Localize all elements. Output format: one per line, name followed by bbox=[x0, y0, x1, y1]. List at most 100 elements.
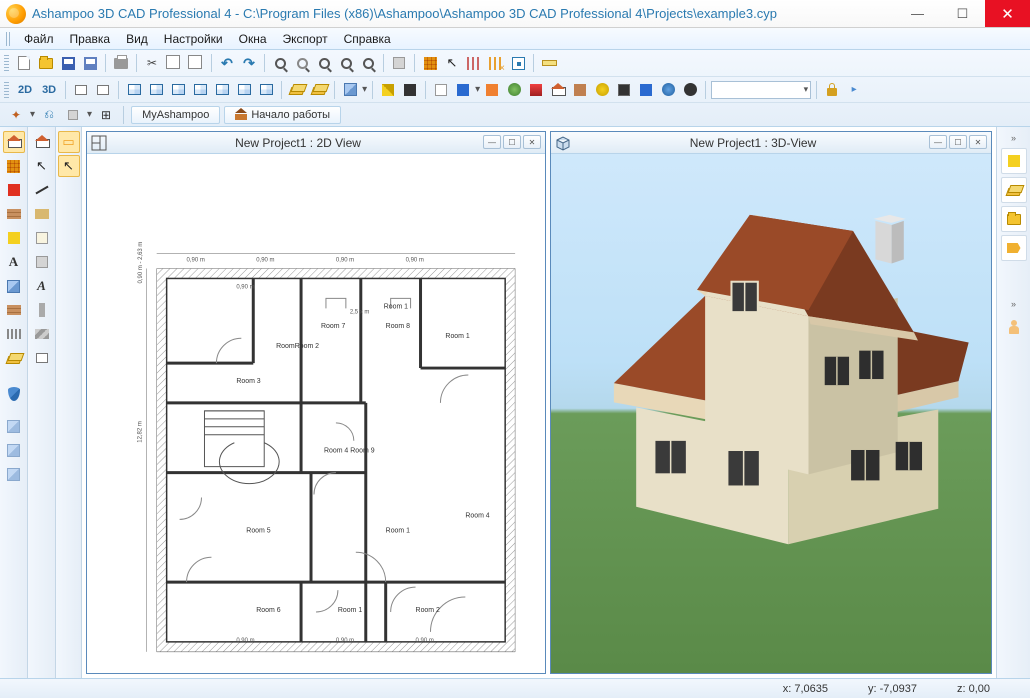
layers-button[interactable] bbox=[287, 80, 307, 100]
win3-button[interactable] bbox=[168, 80, 188, 100]
win4-button[interactable] bbox=[190, 80, 210, 100]
dropdown-icon[interactable]: ▾ bbox=[475, 84, 480, 95]
vt3-sel[interactable]: ▭ bbox=[58, 131, 80, 153]
col2-button[interactable] bbox=[453, 80, 473, 100]
maximize-button[interactable]: ☐ bbox=[940, 0, 985, 27]
rb-tag[interactable] bbox=[1001, 235, 1027, 261]
menu-file[interactable]: Файл bbox=[16, 30, 62, 48]
win2-button[interactable] bbox=[146, 80, 166, 100]
rb-components[interactable] bbox=[1001, 148, 1027, 174]
tool-d[interactable]: ⊞ bbox=[96, 105, 116, 125]
vtool-brick[interactable] bbox=[3, 299, 25, 321]
redo-button[interactable]: ↷ bbox=[239, 53, 259, 73]
panel-close-button[interactable]: ✕ bbox=[523, 135, 541, 149]
myashampoo-tab[interactable]: MyAshampoo bbox=[131, 106, 220, 124]
mode-3d-label[interactable]: 3D bbox=[38, 84, 60, 96]
vtool-fence[interactable] bbox=[3, 323, 25, 345]
undo-button[interactable]: ↶ bbox=[217, 53, 237, 73]
zoom-window-button[interactable] bbox=[314, 53, 334, 73]
vtool-house[interactable] bbox=[3, 131, 25, 153]
cursor-button[interactable]: ↖ bbox=[442, 53, 462, 73]
vtool-cube[interactable] bbox=[3, 275, 25, 297]
saveas-button[interactable] bbox=[80, 53, 100, 73]
zoom-fit-button[interactable] bbox=[336, 53, 356, 73]
panel-max-button[interactable]: ☐ bbox=[949, 135, 967, 149]
cube-button[interactable] bbox=[340, 80, 360, 100]
start-tab[interactable]: Начало работы bbox=[224, 106, 341, 124]
panel-min-button[interactable]: — bbox=[483, 135, 501, 149]
parallel2-button[interactable] bbox=[486, 53, 506, 73]
ruler-button[interactable] bbox=[539, 53, 559, 73]
panel-max-button[interactable]: ☐ bbox=[503, 135, 521, 149]
new-button[interactable] bbox=[14, 53, 34, 73]
win5-button[interactable] bbox=[212, 80, 232, 100]
vt2-stair[interactable] bbox=[31, 323, 53, 345]
col11-button[interactable] bbox=[658, 80, 678, 100]
mode-2d-label[interactable]: 2D bbox=[14, 84, 36, 96]
paste-button[interactable] bbox=[186, 53, 206, 73]
vtool-iso1[interactable] bbox=[3, 415, 25, 437]
vt2-line[interactable] bbox=[31, 179, 53, 201]
vt2-house[interactable] bbox=[31, 131, 53, 153]
vt2-door[interactable] bbox=[31, 251, 53, 273]
vtool-red[interactable] bbox=[3, 179, 25, 201]
panel-2d-titlebar[interactable]: New Project1 : 2D View — ☐ ✕ bbox=[87, 132, 545, 154]
tool-a[interactable]: ✦ bbox=[6, 105, 26, 125]
panel-3d-titlebar[interactable]: New Project1 : 3D-View — ☐ ✕ bbox=[551, 132, 991, 154]
vt2-col[interactable] bbox=[31, 299, 53, 321]
save-button[interactable] bbox=[58, 53, 78, 73]
col9-button[interactable] bbox=[614, 80, 634, 100]
col12-button[interactable] bbox=[680, 80, 700, 100]
print-button[interactable] bbox=[111, 53, 131, 73]
view2-button[interactable] bbox=[93, 80, 113, 100]
parallel-button[interactable] bbox=[464, 53, 484, 73]
pan-button[interactable] bbox=[389, 53, 409, 73]
layers2-button[interactable] bbox=[309, 80, 329, 100]
vt2-text[interactable]: A bbox=[31, 275, 53, 297]
expand-button[interactable]: ▸ bbox=[844, 80, 864, 100]
vtool-shield[interactable] bbox=[3, 383, 25, 405]
vtool-text[interactable]: A bbox=[3, 251, 25, 273]
cut-button[interactable]: ✂ bbox=[142, 53, 162, 73]
vtool-wall[interactable] bbox=[3, 203, 25, 225]
vtool-layer[interactable] bbox=[3, 347, 25, 369]
menu-help[interactable]: Справка bbox=[336, 30, 399, 48]
menu-export[interactable]: Экспорт bbox=[275, 30, 336, 48]
win1-button[interactable] bbox=[124, 80, 144, 100]
snap-button[interactable] bbox=[508, 53, 528, 73]
zoom-out-button[interactable] bbox=[292, 53, 312, 73]
collapse-icon[interactable]: » bbox=[1004, 131, 1024, 145]
col7-button[interactable] bbox=[570, 80, 590, 100]
win7-button[interactable] bbox=[256, 80, 276, 100]
grip[interactable] bbox=[6, 32, 12, 46]
col10-button[interactable] bbox=[636, 80, 656, 100]
vt2-cursor[interactable]: ↖ bbox=[31, 155, 53, 177]
vtool-grid[interactable] bbox=[3, 155, 25, 177]
vtool-iso3[interactable] bbox=[3, 463, 25, 485]
vt2-give[interactable] bbox=[31, 203, 53, 225]
zoom-sel-button[interactable] bbox=[358, 53, 378, 73]
zoom-in-button[interactable] bbox=[270, 53, 290, 73]
col1-button[interactable] bbox=[431, 80, 451, 100]
col5-button[interactable] bbox=[526, 80, 546, 100]
lock-button[interactable] bbox=[822, 80, 842, 100]
minimize-button[interactable]: — bbox=[895, 0, 940, 27]
vt2-comp[interactable] bbox=[31, 347, 53, 369]
grip[interactable] bbox=[4, 82, 9, 98]
copy-button[interactable] bbox=[164, 53, 184, 73]
panel-2d-body[interactable]: Room 1Room 1RoomRoom 2Room 3Room 4Room 5… bbox=[87, 154, 545, 673]
layer-combo[interactable] bbox=[711, 81, 811, 99]
vt2-win[interactable] bbox=[31, 227, 53, 249]
open-button[interactable] bbox=[36, 53, 56, 73]
rb-materials[interactable] bbox=[1001, 177, 1027, 203]
vtool-yellow[interactable] bbox=[3, 227, 25, 249]
menu-view[interactable]: Вид bbox=[118, 30, 156, 48]
panel-3d-body[interactable] bbox=[551, 154, 991, 673]
panel-close-button[interactable]: ✕ bbox=[969, 135, 987, 149]
menu-settings[interactable]: Настройки bbox=[156, 30, 231, 48]
view1-button[interactable] bbox=[71, 80, 91, 100]
collapse-icon-2[interactable]: » bbox=[1004, 297, 1024, 311]
tool-b[interactable]: ⎌ bbox=[39, 105, 59, 125]
dropdown-icon[interactable]: ▾ bbox=[30, 109, 35, 120]
vt3-cursor[interactable]: ↖ bbox=[58, 155, 80, 177]
